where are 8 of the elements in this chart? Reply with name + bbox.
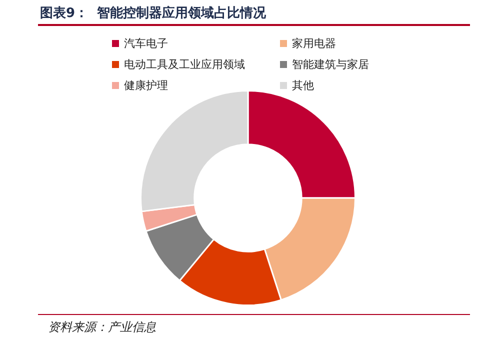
text: 资料来源：产业信息 xyxy=(48,319,156,336)
chart-title: 图表9： 智能控制器应用领域占比情况 xyxy=(40,4,266,22)
legend-label: 智能建筑与家居 xyxy=(292,57,369,72)
legend-label: 其他 xyxy=(292,78,314,93)
legend-label: 电动工具及工业应用领域 xyxy=(124,57,245,72)
legend-label: 健康护理 xyxy=(124,78,168,93)
legend-label: 汽车电子 xyxy=(124,36,168,51)
legend-label: 家用电器 xyxy=(292,36,336,51)
